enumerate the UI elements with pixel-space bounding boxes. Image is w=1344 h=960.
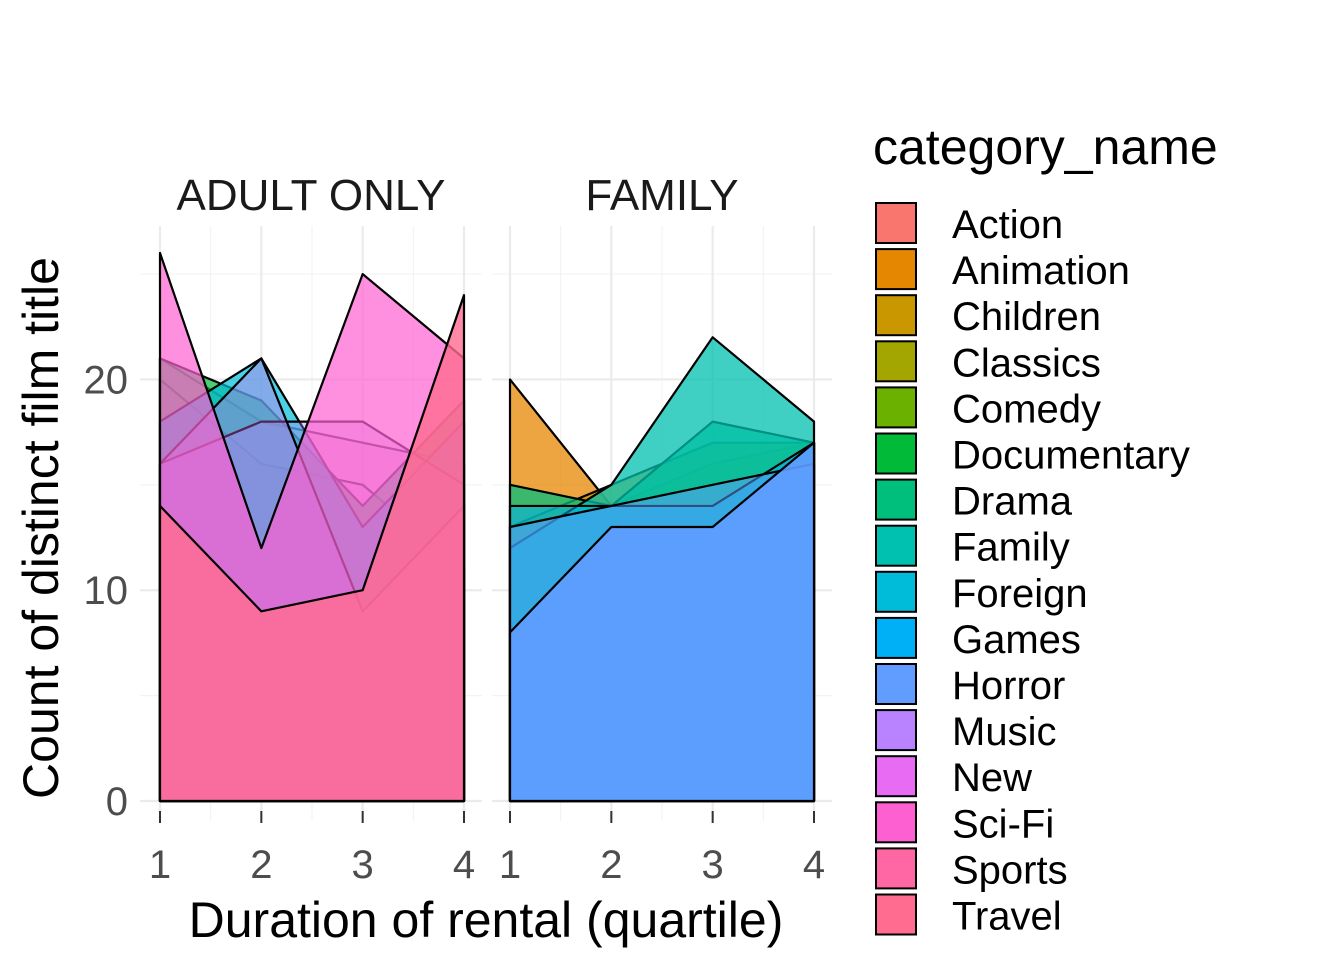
area-travel <box>158 294 466 803</box>
legend-item: Travel <box>875 893 1062 939</box>
legend-key <box>875 294 917 337</box>
x-axis-label: Duration of rental (quartile) <box>189 892 784 948</box>
x-tick-label: 1 <box>149 843 171 887</box>
legend-label: Documentary <box>952 434 1190 478</box>
panel-family <box>492 226 832 823</box>
legend: category_name ActionAnimationChildrenCla… <box>873 119 1218 939</box>
strip-title-adult-only: ADULT ONLY <box>177 171 446 220</box>
legend-label: Sports <box>952 848 1068 892</box>
legend-key <box>875 663 917 705</box>
legend-item: Children <box>875 294 1101 339</box>
legend-key <box>875 893 917 936</box>
strip-title-family: FAMILY <box>585 171 738 220</box>
legend-label: Travel <box>952 895 1062 939</box>
legend-item: New <box>875 755 1032 800</box>
legend-label: Sci-Fi <box>952 802 1054 846</box>
legend-item: Horror <box>875 663 1065 708</box>
panel-adult-only <box>140 226 482 823</box>
legend-label: Games <box>952 618 1081 662</box>
legend-title: category_name <box>873 119 1218 175</box>
x-tick-label: 4 <box>803 843 825 887</box>
legend-key <box>875 801 917 844</box>
x-tick-label: 2 <box>600 843 622 887</box>
legend-label: New <box>952 756 1032 800</box>
legend-label: Classics <box>952 341 1101 385</box>
x-tick-label: 4 <box>453 843 475 887</box>
legend-key <box>875 340 917 383</box>
legend-label: Horror <box>952 664 1065 708</box>
y-axis-label: Count of distinct film title <box>13 257 69 799</box>
legend-label: Music <box>952 710 1056 754</box>
legend-label: Action <box>952 203 1063 247</box>
legend-item: Comedy <box>875 386 1101 431</box>
legend-item: Music <box>875 709 1056 754</box>
legend-label: Children <box>952 295 1101 339</box>
legend-item: Sports <box>875 847 1068 892</box>
area-music <box>508 441 816 803</box>
legend-key <box>875 386 917 429</box>
legend-label: Comedy <box>952 387 1101 431</box>
legend-item: Family <box>875 524 1070 570</box>
y-tick-label: 20 <box>84 358 129 402</box>
y-tick-labels: 0 10 20 <box>84 358 129 824</box>
legend-item: Games <box>875 616 1081 662</box>
legend-item: Drama <box>875 478 1073 524</box>
legend-key <box>875 709 917 752</box>
legend-label: Drama <box>952 480 1073 524</box>
x-tick-label: 2 <box>250 843 272 887</box>
legend-label: Foreign <box>952 572 1088 616</box>
legend-item: Classics <box>875 340 1101 385</box>
legend-key <box>875 432 917 475</box>
legend-key <box>875 570 917 613</box>
y-tick-label: 10 <box>84 569 129 613</box>
legend-item: Action <box>875 202 1063 247</box>
legend-label: Animation <box>952 249 1130 293</box>
legend-item: Sci-Fi <box>875 801 1054 846</box>
x-tick-label: 3 <box>352 843 374 887</box>
legend-label: Family <box>952 526 1070 570</box>
legend-key <box>875 248 917 291</box>
x-tick-label: 3 <box>702 843 724 887</box>
x-tick-label: 1 <box>499 843 521 887</box>
legend-item: Documentary <box>875 432 1190 478</box>
legend-key <box>875 755 917 798</box>
legend-key <box>875 524 917 567</box>
y-tick-label: 0 <box>106 780 128 824</box>
legend-key <box>875 616 917 659</box>
legend-key <box>875 478 917 521</box>
legend-key <box>875 847 917 890</box>
legend-key <box>875 202 917 244</box>
legend-item: Animation <box>875 248 1130 293</box>
legend-item: Foreign <box>875 570 1088 616</box>
